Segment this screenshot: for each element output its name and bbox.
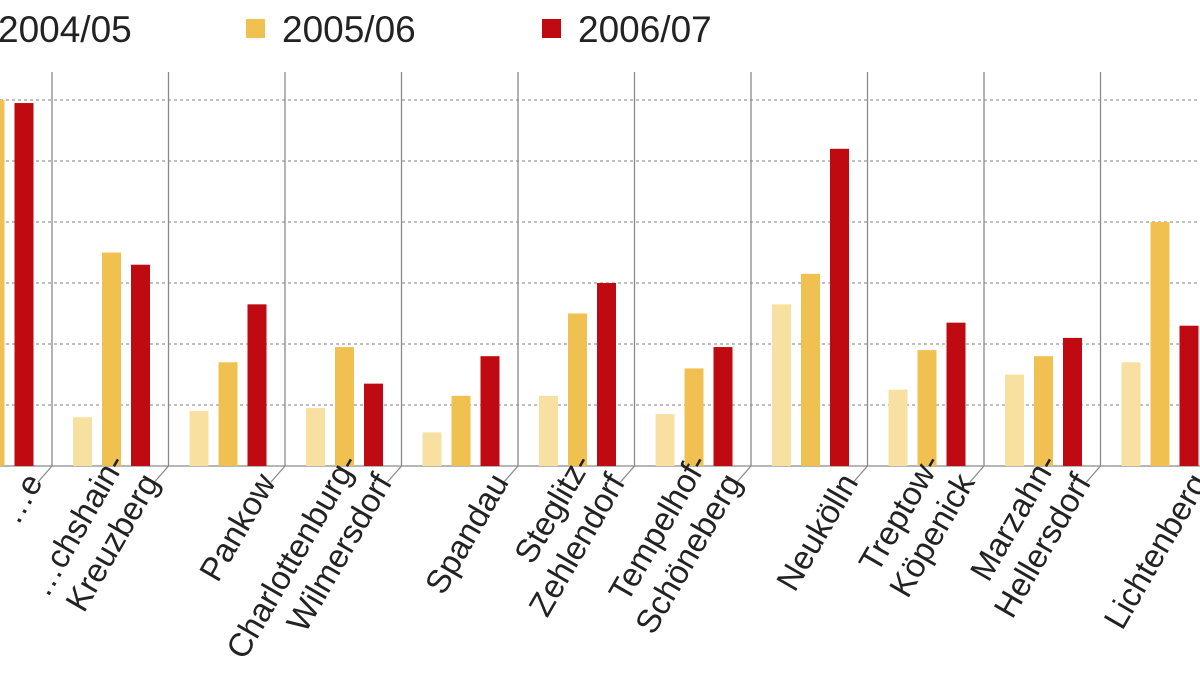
bar (772, 304, 791, 466)
bar (830, 148, 849, 467)
bar (480, 356, 500, 466)
bar (451, 395, 471, 466)
bar (539, 395, 558, 466)
bar (917, 350, 937, 466)
bar (102, 252, 121, 466)
bar (1005, 374, 1024, 466)
bar (0, 100, 5, 466)
bar (888, 389, 908, 466)
x-tick-label: Marzahn-Hellersdorf (952, 447, 1098, 624)
bar (189, 411, 209, 466)
bar (14, 103, 34, 467)
x-tick-label: Steglitz-Zehlendorf (487, 447, 632, 622)
bar (335, 347, 354, 466)
legend-label: 2005/06 (282, 9, 416, 50)
bar (655, 414, 675, 466)
legend: 2004/05 2005/06 2006/07 (0, 9, 712, 50)
tick-mark (620, 465, 635, 483)
tick-mark (37, 465, 53, 483)
tick-mark (1086, 465, 1101, 483)
bar (946, 322, 966, 466)
bar (1150, 222, 1170, 466)
tick-mark (154, 465, 169, 483)
tick-mark (270, 465, 286, 483)
bar (597, 283, 616, 466)
bar (364, 383, 383, 466)
x-tick-label: Lichtenberg (1096, 467, 1200, 635)
bar (1034, 356, 1053, 466)
x-tick-label: Neukölln (769, 467, 865, 597)
tick-mark (969, 465, 985, 483)
x-tick-label: Treptow-Köpenick (848, 447, 982, 603)
tick-mark (736, 465, 752, 483)
tick-mark (387, 465, 402, 483)
bar (422, 432, 442, 466)
legend-label: 2006/07 (578, 9, 712, 50)
bar (713, 347, 733, 466)
x-tick-label: …chshain-Kreuzberg (21, 448, 166, 623)
legend-label: 2004/05 (0, 9, 132, 50)
x-axis-labels: …e…chshain-Kreuzberg PankowCharlottenburg… (0, 447, 1200, 665)
legend-swatch (246, 19, 265, 38)
tick-mark (503, 465, 519, 483)
bar (218, 362, 238, 466)
tick-mark (853, 465, 868, 483)
bar (131, 264, 150, 466)
bar (1179, 325, 1199, 466)
bar (306, 408, 325, 466)
bar (801, 273, 820, 466)
bar (568, 313, 587, 466)
bar (73, 417, 92, 466)
bars (0, 100, 1199, 467)
bar (247, 304, 267, 466)
bar (1063, 337, 1082, 466)
bar (684, 368, 704, 466)
legend-swatch (542, 19, 561, 38)
x-tick-label: Tempelhof-Schöneberg (594, 448, 749, 640)
bar (1121, 362, 1141, 466)
x-tick-label: Spandau (417, 467, 515, 600)
